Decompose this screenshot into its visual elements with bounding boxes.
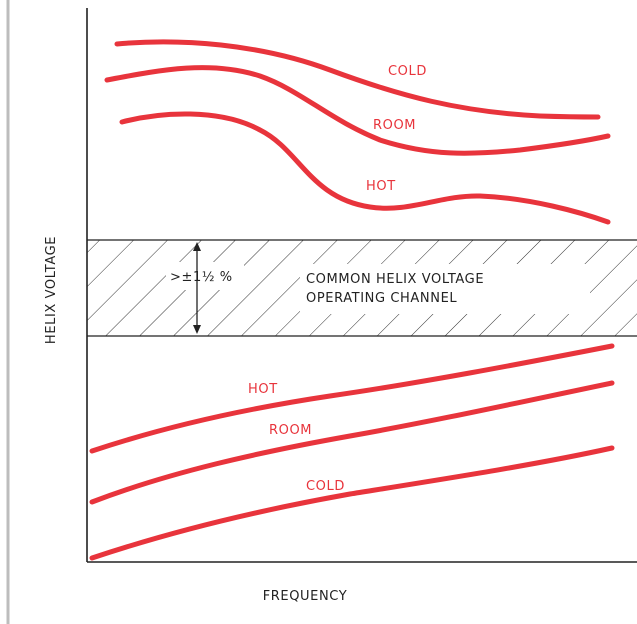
label-lower-hot: HOT <box>248 382 278 397</box>
series-upper-cold <box>114 39 601 120</box>
series-lower-hot <box>89 343 615 454</box>
y-axis-title: HELIX VOLTAGE <box>44 236 59 344</box>
band-width-label: >±1½ % <box>170 270 233 285</box>
band-label-line-2: OPERATING CHANNEL <box>306 291 457 306</box>
band-label-backing <box>300 264 590 314</box>
band-label-line-1: COMMON HELIX VOLTAGE <box>306 272 484 287</box>
series-lower-cold <box>89 445 615 561</box>
label-lower-room: ROOM <box>269 423 312 438</box>
label-upper-room: ROOM <box>373 118 416 133</box>
series-upper-room <box>104 65 611 156</box>
label-lower-cold: COLD <box>306 479 345 494</box>
label-upper-hot: HOT <box>366 179 396 194</box>
label-upper-cold: COLD <box>388 64 427 79</box>
series-upper-hot <box>119 111 611 225</box>
x-axis-title: FREQUENCY <box>263 589 348 604</box>
series-lower-room <box>89 380 615 505</box>
width-label-backing <box>166 262 244 290</box>
band-width-arrow <box>193 242 201 334</box>
